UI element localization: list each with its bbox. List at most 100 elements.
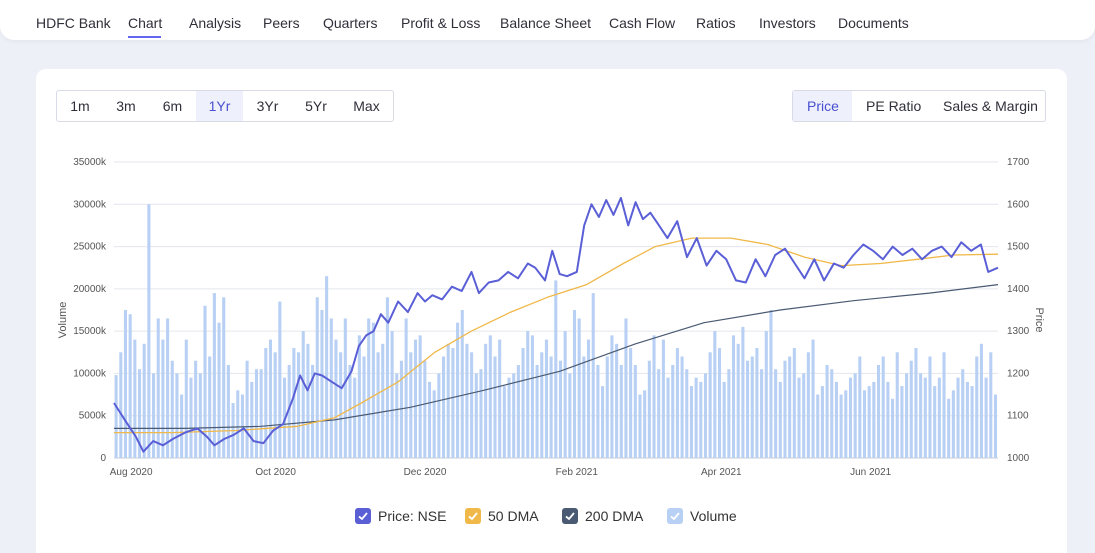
- volume-bar: [184, 339, 188, 458]
- volume-bar: [834, 381, 838, 458]
- volume-bar: [661, 339, 665, 458]
- volume-bar: [353, 377, 357, 458]
- volume-bar: [624, 318, 628, 458]
- nav-item-hdfc-bank[interactable]: HDFC Bank: [36, 15, 111, 31]
- volume-bar: [554, 280, 558, 458]
- range-button-1yr[interactable]: 1Yr: [196, 91, 243, 121]
- y-right-tick-label: 1000: [1007, 453, 1030, 464]
- nav-item-documents[interactable]: Documents: [838, 15, 909, 31]
- volume-bar: [577, 318, 581, 458]
- nav-item-investors[interactable]: Investors: [759, 15, 816, 31]
- legend-price-nse[interactable]: Price: NSE: [355, 508, 446, 524]
- volume-bar: [133, 339, 137, 458]
- y-left-tick-label: 25000k: [73, 242, 107, 253]
- range-button-3yr[interactable]: 3Yr: [256, 98, 279, 114]
- volume-bar: [797, 377, 801, 458]
- volume-bar: [297, 352, 301, 458]
- nav-item-quarters[interactable]: Quarters: [323, 15, 378, 31]
- volume-bar: [170, 360, 174, 458]
- volume-bar: [750, 356, 754, 458]
- volume-bar: [166, 318, 170, 458]
- volume-bar: [848, 377, 853, 458]
- volume-bar: [970, 386, 974, 458]
- volume-bar: [919, 373, 923, 458]
- volume-bar: [292, 348, 296, 458]
- nav-item-balance-sheet[interactable]: Balance Sheet: [500, 15, 592, 31]
- volume-bar: [788, 356, 792, 458]
- volume-bar: [442, 356, 446, 458]
- volume-bar: [194, 360, 198, 458]
- metric-button-sales-margin[interactable]: Sales & Margin: [943, 98, 1038, 114]
- volume-bar: [778, 381, 782, 458]
- volume-bar: [390, 331, 394, 458]
- volume-bar: [502, 386, 506, 458]
- volume-bar: [923, 377, 927, 458]
- volume-bar: [530, 335, 534, 458]
- volume-bar: [596, 364, 600, 458]
- volume-bar: [456, 322, 460, 458]
- volume-bar: [633, 364, 637, 458]
- volume-bar: [123, 310, 128, 458]
- nav-item-chart[interactable]: Chart: [128, 15, 163, 31]
- volume-bar: [900, 386, 904, 458]
- volume-bar: [320, 310, 324, 458]
- volume-bar: [961, 369, 965, 458]
- legend-volume[interactable]: Volume: [667, 508, 737, 524]
- volume-bar: [891, 398, 895, 458]
- range-button-5yr[interactable]: 5Yr: [305, 98, 327, 114]
- nav-item-peers[interactable]: Peers: [263, 15, 300, 31]
- volume-bar: [722, 381, 726, 458]
- volume-bar: [951, 390, 955, 458]
- legend-50-dma[interactable]: 50 DMA: [465, 508, 539, 524]
- volume-bar: [675, 348, 679, 458]
- volume-bar: [432, 390, 436, 458]
- range-button-6m[interactable]: 6m: [162, 98, 183, 114]
- volume-bar: [385, 297, 389, 458]
- volume-bar: [180, 394, 184, 458]
- volume-bar: [212, 293, 216, 458]
- volume-bar: [273, 352, 277, 458]
- metric-button-pe-ratio[interactable]: PE Ratio: [866, 98, 922, 114]
- volume-bar: [498, 339, 502, 458]
- volume-bar: [984, 377, 988, 458]
- volume-bar: [484, 343, 488, 458]
- y-right-tick-label: 1400: [1007, 284, 1030, 295]
- volume-bar: [470, 352, 474, 458]
- volume-bar: [325, 276, 329, 458]
- volume-bar: [647, 360, 651, 458]
- volume-bar: [362, 356, 366, 458]
- volume-bar: [928, 356, 932, 458]
- nav-item-analysis[interactable]: Analysis: [189, 15, 242, 31]
- volume-bar: [989, 352, 993, 458]
- volume-bar: [278, 301, 282, 458]
- volume-bar: [956, 377, 960, 458]
- metric-button-price[interactable]: Price: [793, 91, 852, 121]
- volume-bar: [806, 352, 810, 458]
- range-button-3m[interactable]: 3m: [116, 98, 136, 114]
- volume-bar: [694, 377, 698, 458]
- volume-bar: [250, 381, 254, 458]
- range-button-max[interactable]: Max: [353, 98, 380, 114]
- chart-card: [36, 69, 1067, 553]
- volume-bar: [409, 352, 413, 458]
- nav-item-ratios[interactable]: Ratios: [696, 15, 736, 31]
- volume-bar: [142, 343, 146, 458]
- volume-bar: [236, 390, 240, 458]
- volume-bar: [535, 364, 539, 458]
- nav-item-profit-loss[interactable]: Profit & Loss: [401, 15, 481, 31]
- volume-bar: [717, 348, 722, 458]
- volume-bar: [629, 348, 633, 458]
- nav-item-cash-flow[interactable]: Cash Flow: [609, 15, 676, 31]
- volume-bar: [587, 339, 591, 458]
- metric-selector: Price PE Ratio Sales & Margin: [792, 90, 1046, 122]
- y-left-tick-label: 30000k: [73, 199, 107, 210]
- volume-bar: [853, 373, 857, 458]
- range-button-1m[interactable]: 1m: [70, 98, 90, 114]
- volume-bar: [348, 364, 352, 458]
- legend-200-dma[interactable]: 200 DMA: [562, 508, 643, 524]
- volume-bar: [862, 390, 867, 458]
- volume-bar: [774, 369, 778, 458]
- volume-bar: [727, 369, 731, 458]
- checkbox-icon: [667, 508, 683, 524]
- volume-bar: [264, 348, 268, 458]
